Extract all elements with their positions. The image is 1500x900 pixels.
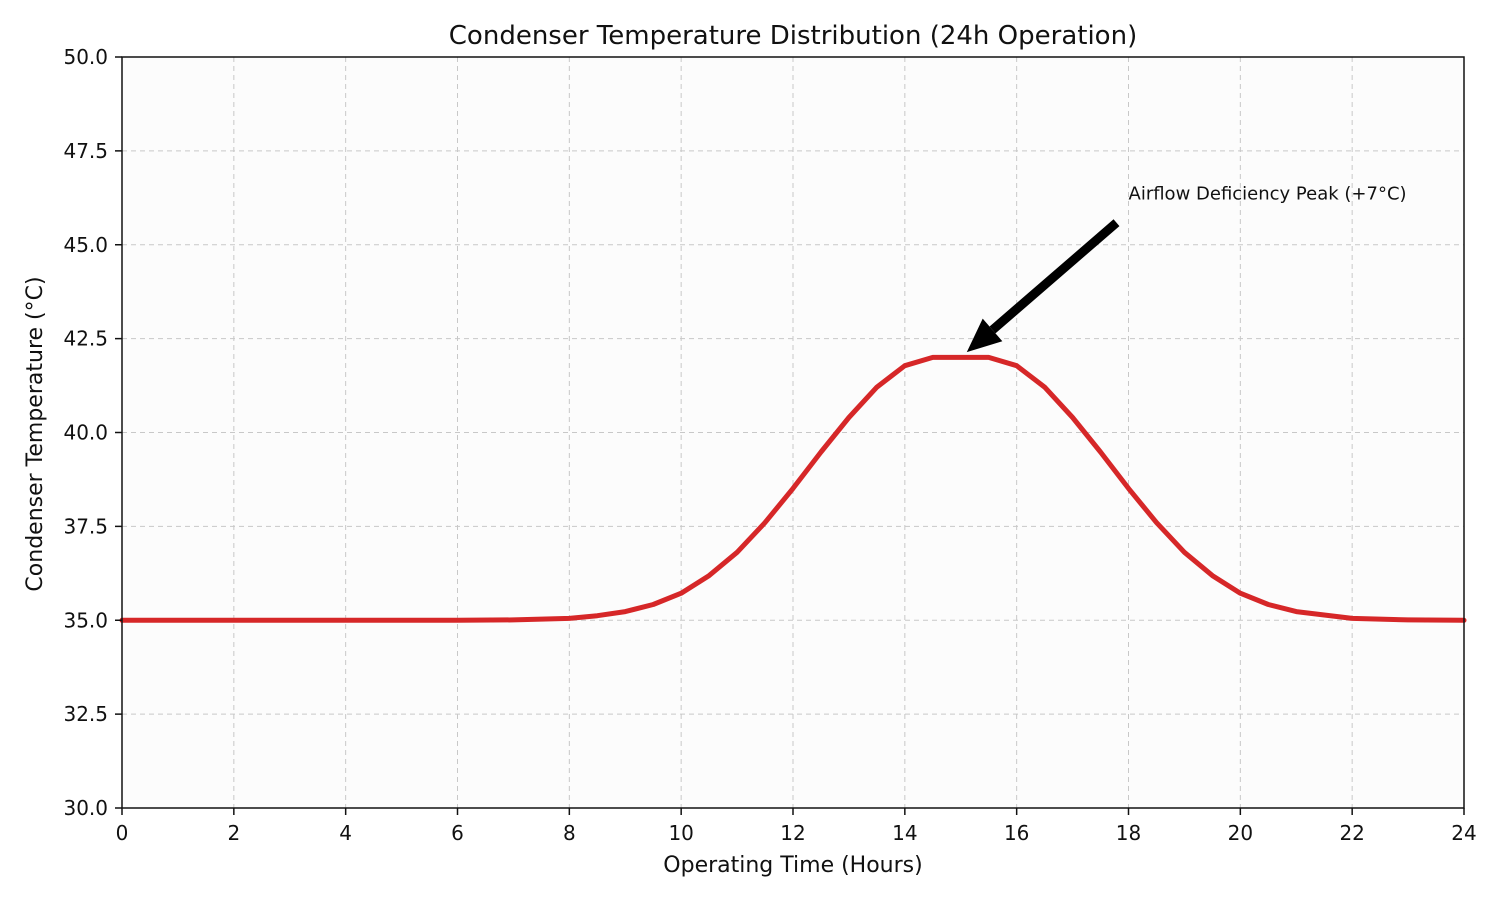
annotation-layer: Airflow Deficiency Peak (+7°C) [966, 184, 1407, 353]
x-tick-label: 14 [892, 821, 917, 845]
annotation-arrow-head [966, 318, 1003, 353]
y-tick-label: 45.0 [63, 233, 108, 257]
x-tick-label: 12 [780, 821, 805, 845]
x-tick-label: 22 [1339, 821, 1364, 845]
y-tick-label: 30.0 [63, 796, 108, 820]
x-tick-label: 10 [668, 821, 693, 845]
y-tick-label: 35.0 [63, 608, 108, 632]
x-tick-label: 8 [563, 821, 576, 845]
y-tick-label: 32.5 [63, 702, 108, 726]
grid [122, 57, 1464, 808]
annotation-text: Airflow Deficiency Peak (+7°C) [1129, 184, 1407, 205]
x-tick-label: 18 [1116, 821, 1141, 845]
temperature-line [119, 354, 1467, 623]
y-tick-label: 40.0 [63, 421, 108, 445]
x-tick-label: 20 [1228, 821, 1253, 845]
x-tick-label: 16 [1004, 821, 1029, 845]
y-axis-label: Condenser Temperature (°C) [23, 276, 48, 591]
x-tick-label: 2 [227, 821, 240, 845]
x-tick-label: 24 [1451, 821, 1476, 845]
x-tick-label: 0 [116, 821, 129, 845]
y-axis: 30.0 32.5 35.0 37.5 40.0 42.5 45.0 47.5 50.0 [63, 45, 122, 820]
y-tick-label: 50.0 [63, 45, 108, 69]
y-tick-label: 47.5 [63, 139, 108, 163]
series-layer [119, 354, 1467, 623]
x-axis: 0 2 4 6 8 10 12 14 16 18 20 22 24 [116, 808, 1477, 845]
y-tick-label: 42.5 [63, 327, 108, 351]
x-tick-label: 4 [339, 821, 352, 845]
annotation-arrow-shaft [989, 219, 1120, 334]
y-tick-label: 37.5 [63, 514, 108, 538]
x-axis-label: Operating Time (Hours) [663, 853, 922, 878]
x-tick-label: 6 [451, 821, 464, 845]
chart-title: Condenser Temperature Distribution (24h … [449, 21, 1137, 51]
